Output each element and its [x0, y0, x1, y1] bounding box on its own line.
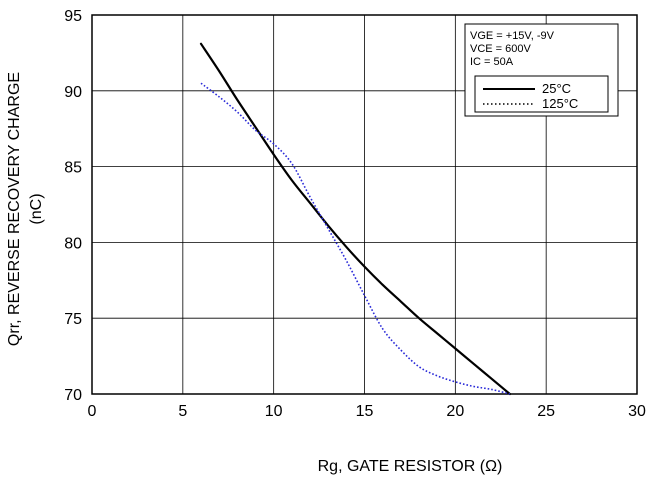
series-line-125c — [200, 82, 511, 395]
condition-vge: VGE = +15V, -9V — [470, 30, 555, 42]
x-tick-label: 5 — [178, 403, 187, 420]
x-axis-title: Rg, GATE RESISTOR (Ω) — [318, 458, 503, 475]
y-axis-title-line2: (nC) — [28, 193, 45, 224]
y-tick-label: 70 — [64, 387, 82, 404]
y-tick-label: 85 — [64, 160, 82, 177]
tick-labels: 0 5 10 15 20 25 30 70 75 80 85 90 95 — [64, 8, 646, 420]
condition-ic: IC = 50A — [470, 56, 514, 68]
x-tick-label: 20 — [446, 403, 464, 420]
legend: 25°C 125°C — [474, 75, 609, 113]
x-tick-label: 0 — [88, 403, 97, 420]
y-tick-label: 95 — [64, 8, 82, 25]
condition-vce: VCE = 600V — [470, 43, 532, 55]
legend-label-25c: 25°C — [542, 81, 571, 96]
y-tick-label: 75 — [64, 311, 82, 328]
series-lines — [199, 42, 511, 396]
x-tick-label: 10 — [265, 403, 283, 420]
y-tick-label: 90 — [64, 84, 82, 101]
y-axis-title-line1: Qrr, REVERSE RECOVERY CHARGE — [6, 72, 23, 346]
y-tick-label: 80 — [64, 235, 82, 252]
x-tick-label: 30 — [628, 403, 646, 420]
series-line-25c — [199, 42, 511, 396]
legend-label-125c: 125°C — [542, 96, 578, 111]
x-tick-label: 15 — [356, 403, 374, 420]
x-tick-label: 25 — [537, 403, 555, 420]
